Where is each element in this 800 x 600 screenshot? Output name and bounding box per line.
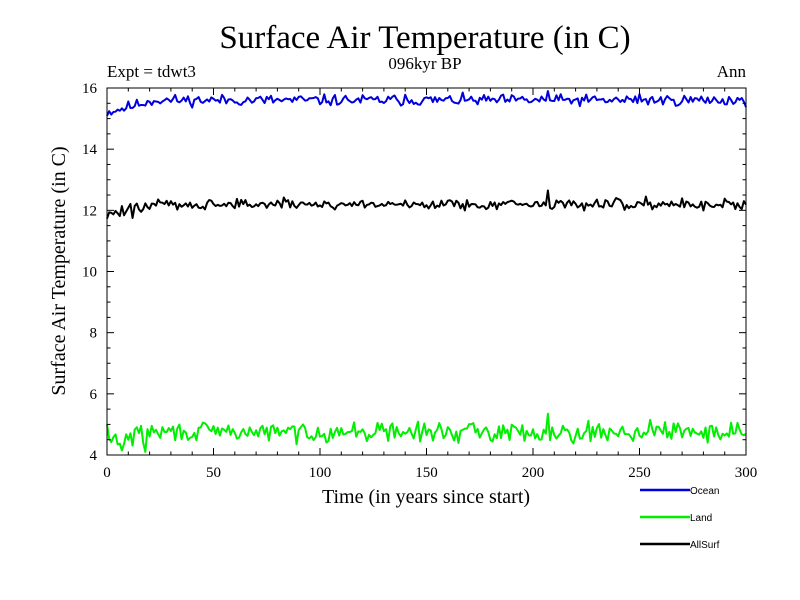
experiment-label: Expt = tdwt3 <box>107 62 196 81</box>
legend-label-ocean: Ocean <box>690 486 719 497</box>
period-label: Ann <box>717 62 747 81</box>
y-tick-label: 8 <box>90 326 98 342</box>
x-tick-label: 250 <box>628 465 651 481</box>
legend-label-allsurf: AllSurf <box>690 540 720 551</box>
x-tick-label: 200 <box>522 465 545 481</box>
chart-subtitle: 096kyr BP <box>388 54 461 73</box>
chart-title: Surface Air Temperature (in C) <box>219 20 630 56</box>
y-tick-label: 6 <box>90 387 98 403</box>
y-tick-label: 4 <box>90 448 98 464</box>
legend-label-land: Land <box>690 513 712 524</box>
x-tick-label: 300 <box>735 465 758 481</box>
x-tick-label: 100 <box>309 465 332 481</box>
x-tick-label: 150 <box>415 465 438 481</box>
y-tick-label: 10 <box>82 265 97 281</box>
series-allsurf-line <box>106 189 747 220</box>
x-tick-label: 50 <box>206 465 221 481</box>
series-land-line <box>106 412 747 453</box>
plot-frame <box>106 87 747 456</box>
y-tick-label: 16 <box>82 81 98 97</box>
tick-layer: 0 50 100 150 200 250 300 4 6 8 10 12 14 16 <box>82 81 757 481</box>
y-axis-title: Surface Air Temperature (in C) <box>48 146 70 395</box>
legend: Ocean Land AllSurf <box>640 486 720 551</box>
x-tick-label: 0 <box>103 465 111 481</box>
x-axis-title: Time (in years since start) <box>322 486 530 508</box>
series-layer <box>106 90 747 453</box>
y-tick-label: 14 <box>82 142 98 158</box>
y-tick-label: 12 <box>82 203 97 219</box>
